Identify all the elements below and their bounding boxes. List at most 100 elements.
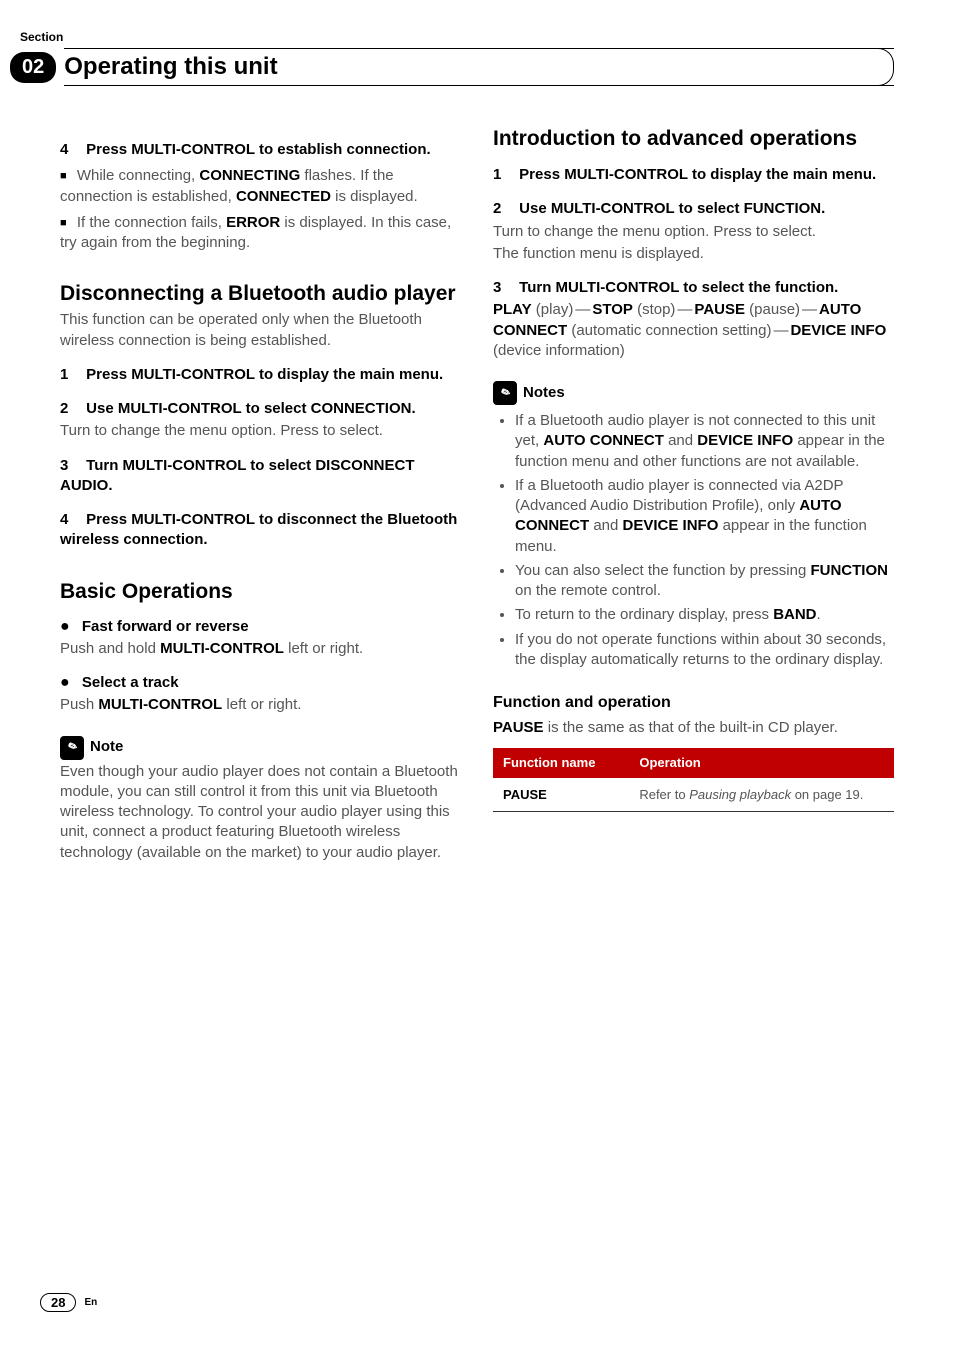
step-number: 3: [60, 456, 82, 476]
note-heading: ✎ Note: [60, 736, 461, 760]
function-operation-body: PAUSE is the same as that of the built-i…: [493, 718, 894, 738]
dash: —: [802, 301, 817, 318]
op-fast-forward-body: Push and hold MULTI-CONTROL left or righ…: [60, 639, 461, 659]
header-bar: 02 Operating this unit: [10, 48, 894, 86]
text: left or right.: [222, 696, 301, 713]
info-bullet-error: ■ If the connection fails, ERROR is disp…: [60, 213, 461, 254]
bullet-icon: ●: [60, 674, 70, 691]
ref-pausing-playback: Pausing playback: [689, 787, 791, 802]
cell-operation: Refer to Pausing playback on page 19.: [629, 778, 894, 812]
heading-advanced: Introduction to advanced operations: [493, 126, 894, 151]
square-bullet-icon: ■: [60, 217, 67, 229]
op-title: Select a track: [82, 674, 179, 691]
adv-step-1: 1 Press MULTI-CONTROL to display the mai…: [493, 165, 894, 185]
table-row: PAUSE Refer to Pausing playback on page …: [493, 778, 894, 812]
heading-basic-operations: Basic Operations: [60, 579, 461, 604]
step-text: Press MULTI-CONTROL to disconnect the Bl…: [60, 511, 457, 548]
col-function-name: Function name: [493, 748, 629, 778]
op-select-track-body: Push MULTI-CONTROL left or right.: [60, 695, 461, 715]
note-icon: ✎: [493, 381, 517, 405]
note-label: Note: [90, 737, 123, 757]
step-text: Press MULTI-CONTROL to display the main …: [86, 366, 443, 383]
kw-multi-control: MULTI-CONTROL: [98, 696, 222, 713]
kw-connecting: CONNECTING: [199, 167, 300, 184]
manual-page: Section 02 Operating this unit 4 Press M…: [0, 0, 954, 1352]
text: If the connection fails,: [77, 214, 226, 231]
adv-step-2-body2: The function menu is displayed.: [493, 244, 894, 264]
cell-function-name: PAUSE: [493, 778, 629, 812]
section-number-badge: 02: [10, 52, 56, 83]
content-columns: 4 Press MULTI-CONTROL to establish conne…: [60, 126, 894, 863]
step-text: Use MULTI-CONTROL to select CONNECTION.: [86, 400, 415, 417]
text: You can also select the function by pres…: [515, 562, 810, 579]
notes-label: Notes: [523, 383, 565, 403]
text: (automatic connection setting): [567, 322, 771, 339]
kw-function: FUNCTION: [810, 562, 888, 579]
text: is the same as that of the built-in CD p…: [544, 719, 838, 736]
notes-heading: ✎ Notes: [493, 381, 894, 405]
kw-auto-connect: AUTO CONNECT: [543, 432, 664, 449]
heading-disconnecting: Disconnecting a Bluetooth audio player: [60, 281, 461, 306]
kw-device-info: DEVICE INFO: [697, 432, 793, 449]
page-number: 28: [40, 1293, 76, 1312]
square-bullet-icon: ■: [60, 170, 67, 182]
text: is displayed.: [331, 188, 418, 205]
disc-step-2: 2 Use MULTI-CONTROL to select CONNECTION…: [60, 399, 461, 419]
text: (play): [532, 301, 574, 318]
kw-device-info: DEVICE INFO: [790, 322, 886, 339]
note-item-2: If a Bluetooth audio player is connected…: [515, 476, 894, 557]
section-label: Section: [20, 30, 894, 44]
text: If a Bluetooth audio player is connected…: [515, 477, 843, 514]
text: (stop): [633, 301, 676, 318]
disc-step-4: 4 Press MULTI-CONTROL to disconnect the …: [60, 510, 461, 551]
kw-multi-control: MULTI-CONTROL: [160, 640, 284, 657]
adv-step-2-body1: Turn to change the menu option. Press to…: [493, 222, 894, 242]
step-text: Press MULTI-CONTROL to display the main …: [519, 166, 876, 183]
step-text: Press MULTI-CONTROL to establish connect…: [86, 141, 430, 158]
text: left or right.: [284, 640, 363, 657]
text: Push and hold: [60, 640, 160, 657]
text: on page 19.: [791, 787, 863, 802]
kw-band: BAND: [773, 606, 816, 623]
note-item-1: If a Bluetooth audio player is not conne…: [515, 411, 894, 472]
col-operation: Operation: [629, 748, 894, 778]
text: While connecting,: [77, 167, 200, 184]
table-header-row: Function name Operation: [493, 748, 894, 778]
dash: —: [773, 322, 788, 339]
step-text: Use MULTI-CONTROL to select FUNCTION.: [519, 200, 825, 217]
page-footer: 28 En: [40, 1293, 97, 1312]
note-item-4: To return to the ordinary display, press…: [515, 605, 894, 625]
kw-error: ERROR: [226, 214, 280, 231]
text: on the remote control.: [515, 582, 661, 599]
step-number: 2: [493, 199, 515, 219]
left-column: 4 Press MULTI-CONTROL to establish conne…: [60, 126, 461, 863]
kw-play: PLAY: [493, 301, 532, 318]
text: .: [817, 606, 821, 623]
step-number: 3: [493, 278, 515, 298]
dash: —: [575, 301, 590, 318]
heading-function-operation: Function and operation: [493, 692, 894, 714]
op-title: Fast forward or reverse: [82, 618, 249, 635]
dash: —: [677, 301, 692, 318]
disc-step-2-body: Turn to change the menu option. Press to…: [60, 421, 461, 441]
note-icon: ✎: [60, 736, 84, 760]
step-number: 2: [60, 399, 82, 419]
text: Refer to: [639, 787, 689, 802]
disc-step-3: 3 Turn MULTI-CONTROL to select DISCONNEC…: [60, 456, 461, 497]
step-number: 1: [493, 165, 515, 185]
function-sequence: PLAY (play)—STOP (stop)—PAUSE (pause)—AU…: [493, 300, 894, 361]
kw-pause: PAUSE: [493, 719, 544, 736]
language-code: En: [84, 1297, 97, 1308]
text: Push: [60, 696, 98, 713]
step-text: Turn MULTI-CONTROL to select the functio…: [519, 279, 838, 296]
info-bullet-connecting: ■ While connecting, CONNECTING flashes. …: [60, 166, 461, 207]
op-select-track: ● Select a track: [60, 672, 461, 694]
right-column: Introduction to advanced operations 1 Pr…: [493, 126, 894, 863]
text: and: [664, 432, 697, 449]
note-body: Even though your audio player does not c…: [60, 762, 461, 863]
step-number: 4: [60, 510, 82, 530]
kw-device-info: DEVICE INFO: [623, 517, 719, 534]
kw-pause: PAUSE: [694, 301, 745, 318]
text: To return to the ordinary display, press: [515, 606, 773, 623]
step-text: Turn MULTI-CONTROL to select DISCONNECT …: [60, 457, 415, 494]
